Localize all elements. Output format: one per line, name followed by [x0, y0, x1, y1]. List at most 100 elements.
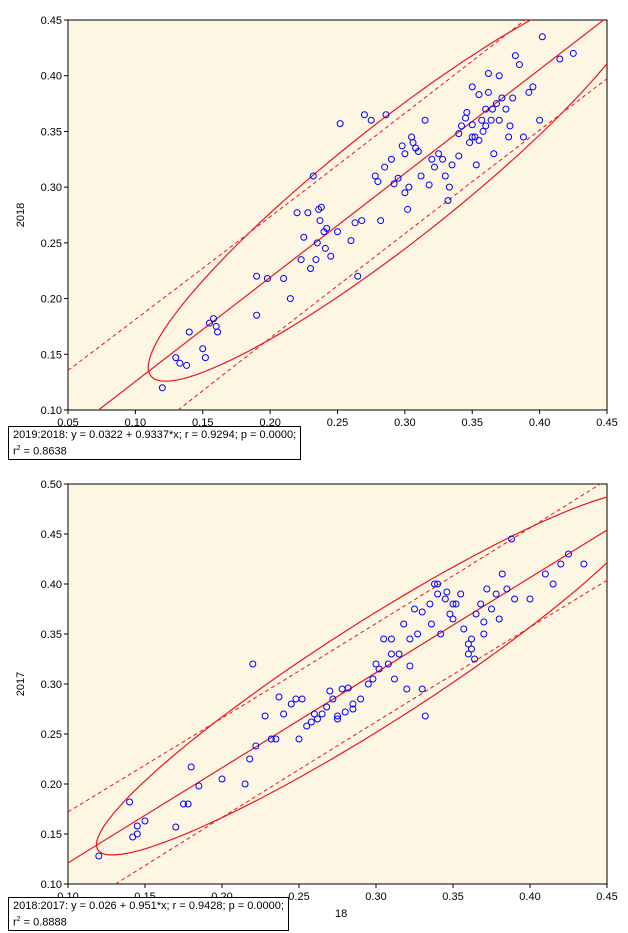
data-point [263, 275, 271, 283]
data-point [364, 680, 372, 688]
data-point [185, 328, 193, 336]
data-point [565, 550, 572, 558]
data-point [463, 108, 471, 116]
data-point [509, 94, 517, 102]
data-point [183, 361, 191, 369]
x-tick-label: 0.30 [365, 891, 386, 903]
data-point [377, 217, 385, 225]
data-point [439, 155, 447, 163]
data-point [449, 600, 457, 608]
data-point [371, 172, 379, 180]
data-point [313, 715, 321, 723]
data-point [360, 111, 368, 119]
x-tick-label: 0.25 [288, 891, 309, 903]
regression-stats-box: 2019:2018: y = 0.0322 + 0.9337*x; r = 0.… [8, 426, 302, 460]
data-point [369, 675, 377, 683]
data-point [354, 272, 362, 280]
data-point [428, 155, 436, 163]
y-tick-label: 0.40 [41, 579, 62, 591]
y-tick-label: 0.30 [41, 679, 62, 691]
data-point [480, 618, 488, 626]
data-point [347, 237, 355, 245]
y-tick-label: 0.15 [41, 349, 62, 361]
data-point [488, 105, 496, 113]
data-point [464, 650, 472, 658]
data-point [505, 133, 513, 141]
data-point [484, 88, 492, 96]
scatter-plot-2018-2017: 0.100.150.200.250.300.350.400.450.500.10… [15, 479, 618, 920]
data-point [252, 742, 260, 750]
data-point [287, 700, 295, 708]
data-point [323, 703, 331, 711]
data-point [477, 600, 485, 608]
plot-area [67, 483, 608, 885]
data-point [431, 580, 439, 588]
x-axis-label: 18 [335, 908, 347, 920]
y-tick-label: 0.50 [41, 479, 62, 491]
data-point [384, 660, 392, 668]
data-point [475, 91, 483, 99]
data-point [434, 590, 442, 598]
y-tick-label: 0.20 [41, 294, 62, 306]
confidence-ellipse [147, 20, 607, 382]
data-point [421, 712, 429, 720]
data-point [214, 328, 222, 336]
data-point [487, 116, 495, 124]
data-point [382, 111, 390, 119]
data-point [479, 127, 487, 135]
data-point [280, 275, 288, 283]
data-point [218, 775, 226, 783]
prediction-band-lower [114, 579, 607, 884]
data-point [519, 133, 527, 141]
data-point [205, 319, 213, 327]
data-point [401, 150, 409, 158]
data-point [515, 61, 523, 69]
data-point [297, 256, 305, 264]
data-point [241, 780, 249, 788]
data-point [490, 150, 498, 158]
data-point [448, 161, 456, 169]
data-point [394, 174, 402, 182]
data-point [133, 822, 141, 830]
regression-equation: 2018:2017: y = 0.026 + 0.951*x; r = 0.94… [13, 900, 284, 912]
data-point [133, 830, 141, 838]
data-point [471, 133, 479, 141]
data-point [495, 72, 503, 80]
data-point [495, 116, 503, 124]
data-point [126, 798, 134, 806]
data-point [387, 155, 395, 163]
regression-line [97, 20, 605, 410]
data-point [511, 52, 519, 60]
y-tick-label: 0.35 [41, 629, 62, 641]
regression-line [68, 529, 607, 864]
data-point [414, 630, 422, 638]
data-point [400, 620, 408, 628]
y-tick-label: 0.10 [41, 405, 62, 417]
data-point [480, 630, 488, 638]
data-point [334, 712, 341, 720]
data-point [471, 655, 479, 663]
x-tick-label: 0.35 [462, 417, 483, 429]
data-point [349, 700, 357, 708]
data-point [327, 252, 335, 260]
data-point [172, 354, 180, 362]
data-point [303, 722, 311, 730]
data-point [503, 585, 511, 593]
data-point [176, 359, 184, 367]
data-point [300, 233, 308, 241]
data-point [329, 695, 337, 703]
data-point [580, 560, 588, 568]
data-point [210, 315, 218, 323]
data-point [464, 640, 472, 648]
data-point [253, 311, 261, 319]
scatter-panel-2018-2017: 0.100.150.200.250.300.350.400.450.500.10… [0, 472, 628, 933]
data-point [380, 635, 388, 643]
data-point [437, 630, 445, 638]
data-point [95, 852, 103, 860]
data-point [406, 635, 414, 643]
data-point [498, 94, 506, 102]
data-point [313, 239, 321, 247]
data-point [374, 178, 382, 186]
data-point [187, 763, 195, 771]
x-tick-label: 0.30 [394, 417, 415, 429]
